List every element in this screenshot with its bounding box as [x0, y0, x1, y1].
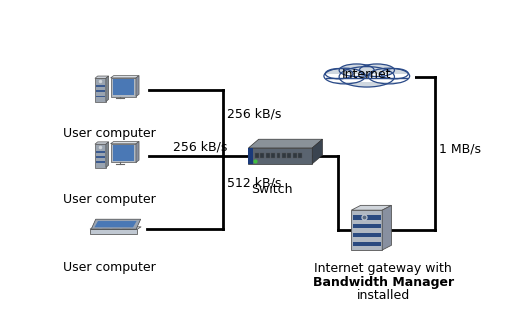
Polygon shape	[287, 154, 291, 158]
Polygon shape	[136, 142, 139, 162]
Polygon shape	[96, 95, 105, 97]
Text: 1 MB/s: 1 MB/s	[439, 142, 481, 155]
Polygon shape	[95, 78, 106, 102]
Polygon shape	[352, 210, 382, 250]
Polygon shape	[90, 227, 141, 229]
Polygon shape	[266, 154, 270, 158]
Polygon shape	[96, 156, 105, 158]
Polygon shape	[353, 242, 381, 246]
Polygon shape	[95, 76, 109, 78]
Polygon shape	[382, 205, 391, 250]
Polygon shape	[96, 161, 105, 163]
Text: 256 kB/s: 256 kB/s	[227, 108, 281, 121]
Polygon shape	[260, 154, 264, 158]
Polygon shape	[319, 74, 415, 81]
Polygon shape	[106, 76, 109, 102]
Ellipse shape	[326, 68, 353, 79]
Polygon shape	[353, 215, 381, 220]
Polygon shape	[90, 229, 138, 234]
Polygon shape	[110, 144, 136, 162]
Polygon shape	[312, 139, 322, 164]
Polygon shape	[106, 142, 109, 168]
Polygon shape	[95, 221, 136, 227]
Text: Internet gateway with: Internet gateway with	[314, 262, 452, 276]
Polygon shape	[110, 76, 139, 78]
Polygon shape	[95, 144, 106, 168]
Polygon shape	[91, 219, 141, 229]
Polygon shape	[353, 224, 381, 229]
Polygon shape	[96, 91, 105, 92]
Polygon shape	[110, 142, 139, 144]
Polygon shape	[298, 154, 302, 158]
Text: installed: installed	[357, 289, 410, 302]
Polygon shape	[136, 76, 139, 96]
Polygon shape	[113, 79, 134, 95]
Polygon shape	[113, 145, 134, 161]
Polygon shape	[249, 148, 312, 164]
Polygon shape	[95, 142, 109, 144]
Text: User computer: User computer	[63, 193, 156, 206]
Ellipse shape	[381, 68, 408, 79]
Polygon shape	[249, 139, 322, 148]
Text: Bandwidth Manager: Bandwidth Manager	[313, 276, 454, 289]
Polygon shape	[110, 78, 136, 96]
Polygon shape	[293, 154, 297, 158]
Polygon shape	[255, 154, 259, 158]
Polygon shape	[249, 148, 253, 164]
Text: User computer: User computer	[63, 261, 156, 274]
Polygon shape	[96, 85, 105, 87]
Ellipse shape	[339, 64, 374, 77]
Ellipse shape	[324, 68, 365, 84]
Text: 256 kB/s: 256 kB/s	[173, 141, 228, 153]
Polygon shape	[271, 154, 275, 158]
Polygon shape	[277, 154, 280, 158]
Polygon shape	[353, 233, 381, 237]
Text: User computer: User computer	[63, 127, 156, 140]
Text: Internet: Internet	[342, 68, 391, 81]
Polygon shape	[282, 154, 286, 158]
Ellipse shape	[339, 67, 395, 87]
Polygon shape	[96, 151, 105, 153]
Ellipse shape	[368, 68, 409, 84]
Text: 512 kB/s: 512 kB/s	[227, 177, 281, 190]
Text: Switch: Switch	[251, 183, 293, 197]
Polygon shape	[352, 205, 391, 210]
Ellipse shape	[359, 64, 395, 77]
